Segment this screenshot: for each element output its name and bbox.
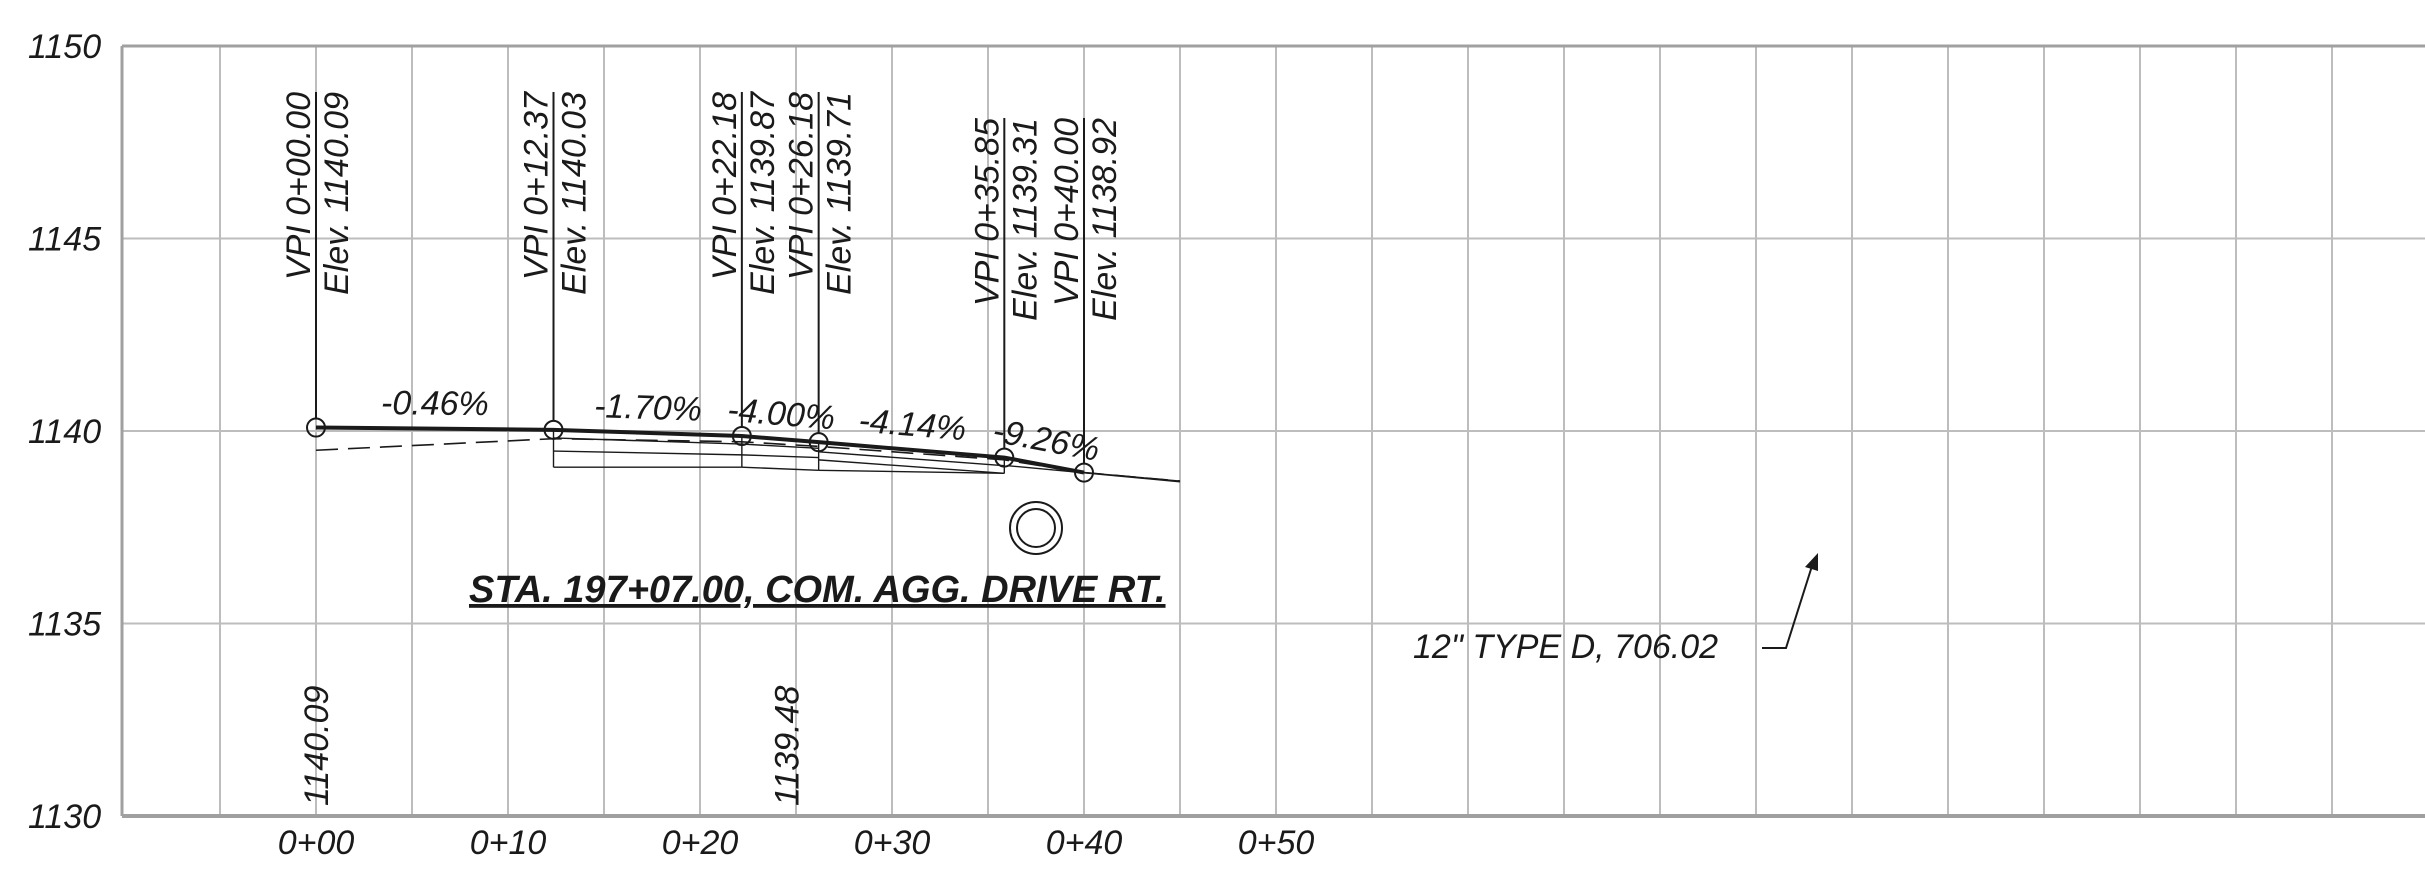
station-tick-label: 0+30 bbox=[854, 824, 931, 862]
vpi-station-label: VPI 0+00.00 bbox=[280, 92, 318, 280]
structure-edge bbox=[818, 451, 1005, 467]
grade-label: -0.46% bbox=[381, 384, 489, 423]
station-tick-label: 0+50 bbox=[1238, 824, 1315, 862]
structure-edge bbox=[818, 469, 1005, 475]
bottom-elevation-label: 1139.48 bbox=[768, 686, 806, 806]
pipe-outer-circle bbox=[1009, 501, 1063, 555]
structure-edge bbox=[818, 459, 1005, 475]
vpi-station-label: VPI 0+35.85 bbox=[968, 118, 1006, 306]
elevation-tick-label: 1140 bbox=[28, 413, 101, 451]
structure-edge bbox=[741, 466, 819, 471]
grade-label: -4.14% bbox=[857, 402, 968, 449]
profile-line bbox=[315, 425, 1085, 475]
structure-edge bbox=[553, 450, 742, 456]
grade-label: -4.00% bbox=[726, 391, 836, 437]
station-tick-label: 0+00 bbox=[278, 824, 355, 862]
drive-structure bbox=[552, 429, 1181, 483]
pipe-leader-arrow bbox=[1805, 553, 1818, 571]
structure-edge bbox=[741, 454, 819, 459]
vpi-elevation-label: Elev. 1139.87 bbox=[744, 91, 782, 295]
station-tick-label: 0+40 bbox=[1046, 824, 1123, 862]
pipe-callout: 12" TYPE D, 706.02 bbox=[1413, 628, 1718, 666]
grade-label: -1.70% bbox=[594, 387, 703, 428]
vpi-elevation-label: Elev. 1138.92 bbox=[1086, 118, 1124, 321]
pipe-inner-circle bbox=[1016, 508, 1056, 548]
elevation-tick-label: 1150 bbox=[28, 28, 101, 66]
station-tick-label: 0+20 bbox=[662, 824, 739, 862]
elevation-tick-label: 1130 bbox=[28, 798, 101, 836]
grid-lines bbox=[122, 46, 2425, 816]
structure-edge bbox=[741, 443, 819, 450]
station-tick-label: 0+10 bbox=[470, 824, 547, 862]
profile-title: STA. 197+07.00, COM. AGG. DRIVE RT. bbox=[469, 569, 1166, 611]
vpi-station-label: VPI 0+12.37 bbox=[518, 91, 556, 280]
elevation-tick-label: 1145 bbox=[28, 221, 101, 259]
labels: 1150 1145 1140 1135 1130 0+00 0+10 0+20 0+30 0+40… bbox=[28, 28, 1818, 862]
vpi-elevation-label: Elev. 1139.71 bbox=[821, 92, 859, 295]
vpi-elevation-label: Elev. 1139.31 bbox=[1006, 118, 1044, 321]
vpi-elevation-label: Elev. 1140.03 bbox=[556, 92, 594, 295]
vpi-elevation-label: Elev. 1140.09 bbox=[318, 92, 356, 295]
vpi-station-label: VPI 0+22.18 bbox=[706, 92, 744, 280]
pipe-leader bbox=[1762, 565, 1813, 649]
vpi-station-label: VPI 0+40.00 bbox=[1048, 118, 1086, 306]
vpi-station-label: VPI 0+26.18 bbox=[783, 92, 821, 280]
bottom-elevation-label: 1140.09 bbox=[298, 686, 336, 806]
structure-edge bbox=[553, 437, 742, 445]
elevation-tick-label: 1135 bbox=[28, 606, 101, 644]
plot-frame bbox=[120, 44, 2425, 818]
